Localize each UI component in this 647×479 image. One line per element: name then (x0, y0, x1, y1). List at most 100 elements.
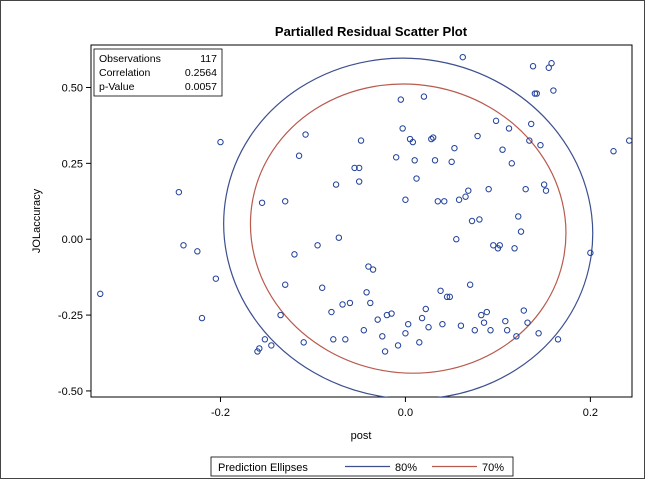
data-point (517, 228, 525, 235)
data-point (180, 242, 187, 249)
y-tick-label: 0.00 (62, 234, 83, 246)
data-point (365, 263, 372, 270)
data-point (357, 137, 365, 144)
x-tick-label: 0.0 (398, 407, 413, 419)
data-point (459, 53, 466, 61)
data-point (295, 152, 303, 159)
data-point (399, 125, 406, 132)
data-point (513, 333, 520, 340)
data-point (441, 198, 448, 205)
y-tick-label: -0.50 (58, 386, 83, 398)
stats-label-observations: Observations (99, 53, 161, 65)
data-point (397, 96, 405, 103)
data-point (402, 330, 409, 337)
y-tick-label: 0.50 (62, 82, 83, 94)
data-point (476, 216, 483, 223)
data-point (335, 234, 343, 241)
data-point (369, 266, 377, 273)
data-point (434, 198, 441, 205)
chart-title: Partialled Residual Scatter Plot (275, 24, 468, 39)
data-point (487, 327, 494, 334)
data-point (420, 93, 428, 100)
data-point (261, 336, 269, 343)
data-point (363, 289, 370, 296)
data-point (351, 164, 358, 172)
data-point (478, 311, 485, 319)
data-point (537, 141, 544, 149)
legend-title: Prediction Ellipses (218, 462, 308, 474)
data-point (332, 181, 340, 188)
legend-label-70: 70% (482, 462, 504, 474)
data-point (550, 87, 557, 94)
data-point (258, 199, 266, 206)
data-point (520, 307, 527, 314)
data-point (471, 327, 478, 334)
data-point (437, 287, 444, 294)
data-point (485, 185, 492, 193)
data-point (268, 342, 275, 349)
data-point (360, 327, 368, 334)
data-point (381, 348, 389, 355)
data-point (405, 320, 412, 328)
x-tick-label: 0.2 (583, 407, 598, 419)
y-tick-label: -0.25 (58, 310, 83, 322)
data-point (508, 160, 515, 167)
legend-label-80: 80% (395, 462, 417, 474)
data-point (439, 320, 446, 328)
data-point (392, 154, 400, 161)
data-point (465, 187, 472, 194)
data-point (328, 308, 335, 316)
stats-value-observations: 117 (200, 53, 217, 65)
y-tick-label: 0.25 (62, 158, 83, 170)
data-point (542, 187, 550, 194)
data-point (533, 90, 540, 97)
data-point (503, 327, 511, 334)
data-point (535, 330, 542, 337)
data-point (217, 138, 224, 146)
data-point (282, 281, 289, 288)
data-point (545, 64, 552, 71)
stats-value-pvalue: 0.0057 (185, 81, 217, 93)
data-point (527, 120, 535, 128)
data-point (256, 345, 263, 352)
data-point (496, 242, 503, 249)
data-point (428, 135, 435, 143)
y-axis-label: JOLaccuracy (31, 188, 43, 253)
data-point (346, 299, 354, 307)
data-point (453, 236, 460, 243)
data-point (302, 131, 309, 138)
data-point (502, 317, 509, 325)
data-point (526, 137, 533, 144)
points-layer (97, 53, 632, 355)
data-point (490, 242, 497, 249)
data-point (587, 249, 594, 257)
data-point (468, 217, 476, 225)
data-point (466, 281, 474, 288)
data-point (422, 305, 429, 313)
prediction-ellipse-70 (249, 83, 567, 374)
data-point (446, 293, 454, 301)
data-point (367, 299, 374, 307)
x-axis-label: post (351, 430, 372, 442)
data-point (457, 322, 465, 329)
data-point (282, 198, 289, 205)
data-point (531, 90, 539, 97)
data-point (610, 148, 617, 155)
data-point (198, 314, 206, 322)
data-point (314, 242, 321, 249)
data-point (425, 324, 432, 331)
data-point (443, 293, 451, 301)
data-point (330, 336, 337, 343)
data-point (97, 290, 104, 298)
data-point (374, 316, 381, 323)
stats-value-correlation: 0.2564 (185, 67, 217, 79)
data-point (318, 284, 326, 291)
x-tick-label: -0.2 (211, 407, 230, 419)
data-point (416, 339, 423, 346)
data-point (402, 196, 409, 203)
data-point (194, 248, 201, 255)
data-point (418, 314, 426, 322)
data-point (448, 158, 455, 166)
